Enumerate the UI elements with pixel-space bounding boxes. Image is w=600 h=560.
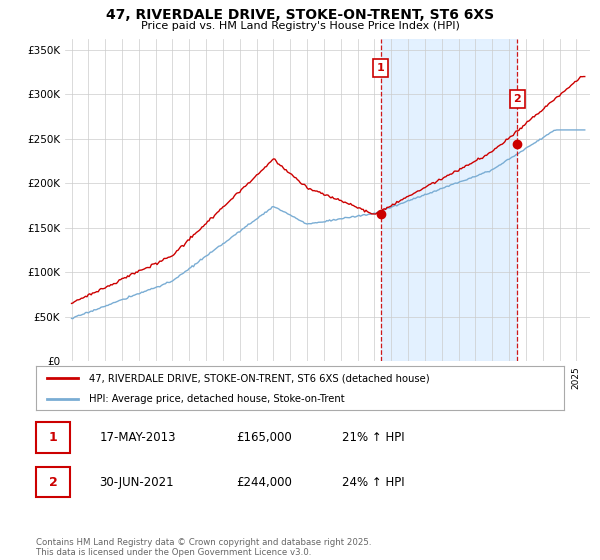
Text: £165,000: £165,000: [236, 431, 292, 444]
Text: 47, RIVERDALE DRIVE, STOKE-ON-TRENT, ST6 6XS: 47, RIVERDALE DRIVE, STOKE-ON-TRENT, ST6…: [106, 8, 494, 22]
Text: 47, RIVERDALE DRIVE, STOKE-ON-TRENT, ST6 6XS (detached house): 47, RIVERDALE DRIVE, STOKE-ON-TRENT, ST6…: [89, 374, 430, 384]
Text: 2: 2: [49, 475, 58, 489]
Text: 2: 2: [514, 94, 521, 104]
Bar: [380, 39, 517, 361]
Text: 17-MAY-2013: 17-MAY-2013: [100, 431, 176, 444]
FancyBboxPatch shape: [36, 422, 70, 452]
Text: 1: 1: [377, 63, 385, 73]
Text: Contains HM Land Registry data © Crown copyright and database right 2025.
This d: Contains HM Land Registry data © Crown c…: [36, 538, 371, 557]
Text: HPI: Average price, detached house, Stoke-on-Trent: HPI: Average price, detached house, Stok…: [89, 394, 344, 404]
Text: 1: 1: [49, 431, 58, 444]
FancyBboxPatch shape: [36, 467, 70, 497]
Text: Price paid vs. HM Land Registry's House Price Index (HPI): Price paid vs. HM Land Registry's House …: [140, 21, 460, 31]
Text: 21% ↑ HPI: 21% ↑ HPI: [342, 431, 405, 444]
Text: 24% ↑ HPI: 24% ↑ HPI: [342, 475, 405, 489]
Text: £244,000: £244,000: [236, 475, 293, 489]
Text: 30-JUN-2021: 30-JUN-2021: [100, 475, 174, 489]
